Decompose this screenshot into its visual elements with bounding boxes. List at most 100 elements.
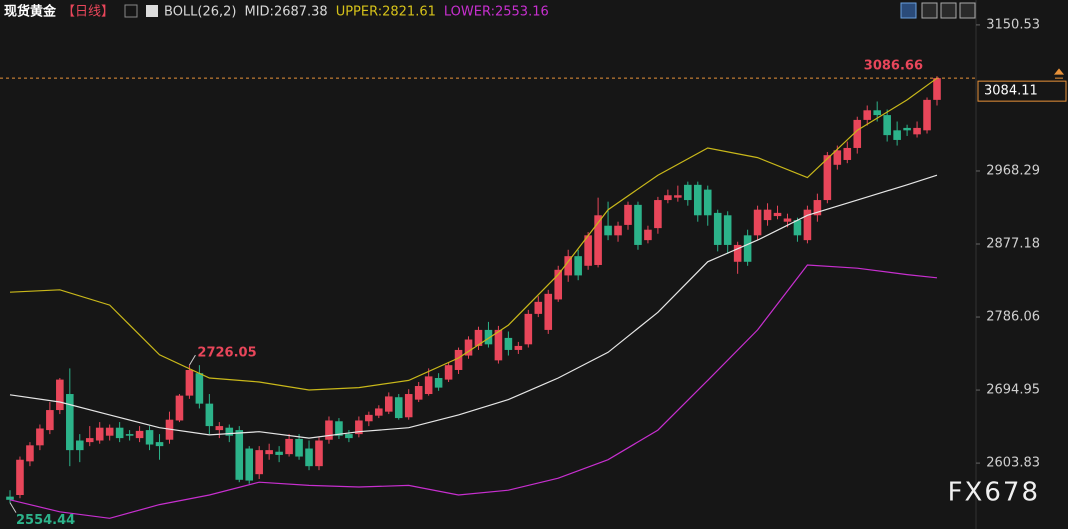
- current-price-label: 3084.11: [984, 84, 1038, 99]
- candle-body: [674, 195, 682, 198]
- candle-body: [594, 215, 602, 265]
- annotation-leader: [188, 354, 196, 366]
- candle-body: [195, 373, 204, 404]
- price-arrow: [1053, 68, 1065, 79]
- toolbar-button[interactable]: [900, 2, 917, 19]
- candle-body: [654, 200, 662, 229]
- boll-line: [9, 264, 938, 519]
- candle-body: [26, 445, 34, 462]
- candle-body: [464, 339, 473, 356]
- low-price-label: 2554.44: [16, 513, 75, 528]
- toolbar-button[interactable]: [959, 2, 976, 19]
- candle-body: [245, 448, 254, 481]
- candle-body: [753, 209, 762, 236]
- settings-icon[interactable]: [124, 4, 138, 18]
- watermark: FX678: [948, 478, 1040, 508]
- candle-body: [16, 459, 24, 496]
- candle-body: [763, 209, 772, 221]
- candle-body: [624, 204, 632, 225]
- candle-body: [903, 127, 911, 131]
- candle-body: [95, 427, 104, 441]
- indicator-label: UPPER:2821.61: [336, 5, 436, 20]
- candle-body: [365, 414, 373, 422]
- candle-body: [265, 450, 273, 455]
- candle-body: [863, 110, 872, 120]
- y-tick-label: 3150.53: [986, 17, 1040, 32]
- candle-body: [813, 200, 822, 216]
- indicator-icon[interactable]: [146, 5, 158, 17]
- candle-body: [225, 427, 234, 436]
- candle-body: [853, 119, 862, 148]
- candle-body: [484, 329, 493, 345]
- candle-body: [215, 426, 224, 431]
- candle-body: [713, 212, 722, 245]
- candle-body: [125, 434, 134, 436]
- indicator-label: LOWER:2553.16: [444, 5, 549, 20]
- candle-body: [504, 337, 513, 350]
- candle-body: [783, 218, 792, 222]
- period-label: 【日线】: [62, 5, 114, 20]
- candle-body: [115, 427, 124, 439]
- candle-body: [375, 408, 383, 416]
- current-price-box: [977, 80, 1067, 102]
- candle-body: [85, 438, 94, 443]
- candle-body: [883, 115, 891, 136]
- local-high-label: 2726.05: [197, 346, 256, 361]
- candle-body: [56, 379, 64, 411]
- annotation-leader: [9, 502, 17, 513]
- candle-body: [355, 420, 363, 435]
- candle-body: [733, 244, 742, 262]
- candle-body: [703, 189, 712, 216]
- candle-body: [604, 225, 612, 236]
- candle-body: [534, 301, 543, 314]
- candle-body: [574, 256, 582, 276]
- indicator-label: BOLL(26,2): [164, 5, 237, 20]
- candle-body: [873, 110, 881, 116]
- candle-body: [554, 269, 563, 300]
- toolbar-button[interactable]: [940, 2, 957, 19]
- candle-body: [494, 329, 503, 361]
- candle-body: [434, 377, 443, 388]
- toolbar-button[interactable]: [921, 2, 938, 19]
- candle-body: [295, 438, 303, 457]
- y-tick-label: 2968.29: [986, 163, 1040, 178]
- candle-body: [833, 150, 842, 165]
- candle-body: [305, 448, 313, 467]
- candle-body: [933, 78, 941, 100]
- candle-body: [684, 184, 692, 201]
- candle-body: [105, 427, 114, 436]
- candle-body: [474, 329, 483, 346]
- candle-body: [773, 212, 782, 217]
- max-price-label: 3086.66: [864, 59, 923, 74]
- candle-body: [384, 396, 393, 412]
- candle-body: [345, 434, 353, 439]
- candle-body: [75, 440, 84, 451]
- candle-body: [255, 450, 263, 475]
- candle-body: [315, 440, 323, 467]
- candle-body: [693, 184, 702, 216]
- candle-body: [634, 204, 642, 245]
- candle-body: [793, 220, 802, 236]
- boll-line: [9, 174, 938, 439]
- candle-body: [843, 147, 852, 160]
- candle-body: [514, 345, 523, 350]
- candle-body: [135, 430, 144, 439]
- candle-body: [584, 235, 592, 266]
- candle-body: [145, 430, 154, 445]
- candle-body: [404, 394, 413, 418]
- y-tick-label: 2694.95: [986, 383, 1040, 398]
- candle-body: [454, 349, 463, 370]
- candle-body: [275, 451, 283, 455]
- candle-body: [893, 130, 901, 140]
- candle-body: [913, 127, 921, 135]
- y-tick-label: 2877.18: [986, 236, 1040, 251]
- candle-body: [923, 99, 931, 131]
- candle-body: [175, 395, 184, 421]
- y-tick-label: 2786.06: [986, 310, 1040, 325]
- indicator-label: MID:2687.38: [245, 5, 328, 20]
- boll-line: [9, 77, 938, 391]
- candle-body: [205, 403, 214, 427]
- candle-body: [544, 293, 553, 330]
- candle-body: [325, 420, 333, 440]
